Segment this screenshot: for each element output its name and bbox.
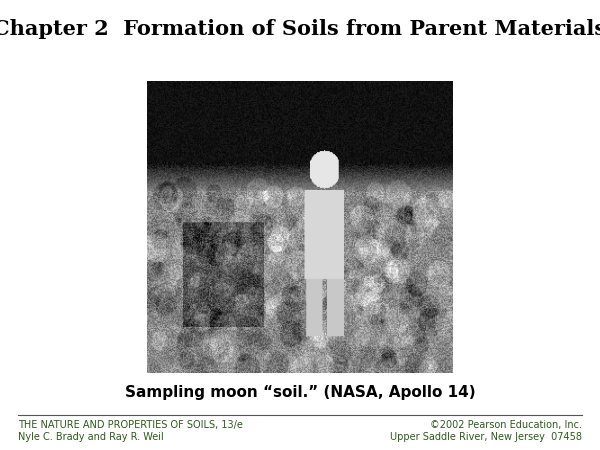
Text: Nyle C. Brady and Ray R. Weil: Nyle C. Brady and Ray R. Weil <box>18 432 164 441</box>
Text: Upper Saddle River, New Jersey  07458: Upper Saddle River, New Jersey 07458 <box>390 432 582 441</box>
Text: Chapter 2  Formation of Soils from Parent Materials: Chapter 2 Formation of Soils from Parent… <box>0 19 600 39</box>
Text: Sampling moon “soil.” (NASA, Apollo 14): Sampling moon “soil.” (NASA, Apollo 14) <box>125 385 475 400</box>
Text: THE NATURE AND PROPERTIES OF SOILS, 13/e: THE NATURE AND PROPERTIES OF SOILS, 13/e <box>18 420 243 430</box>
Text: ©2002 Pearson Education, Inc.: ©2002 Pearson Education, Inc. <box>430 420 582 430</box>
